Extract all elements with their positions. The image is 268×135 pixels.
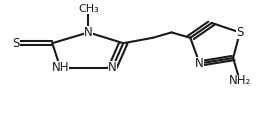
Text: CH₃: CH₃ — [78, 4, 99, 14]
Text: NH₂: NH₂ — [229, 75, 251, 87]
Text: N: N — [108, 61, 117, 74]
Text: N: N — [195, 57, 204, 70]
Text: S: S — [236, 26, 244, 39]
Text: S: S — [12, 37, 20, 50]
Text: N: N — [84, 26, 93, 39]
Text: NH: NH — [51, 61, 69, 74]
